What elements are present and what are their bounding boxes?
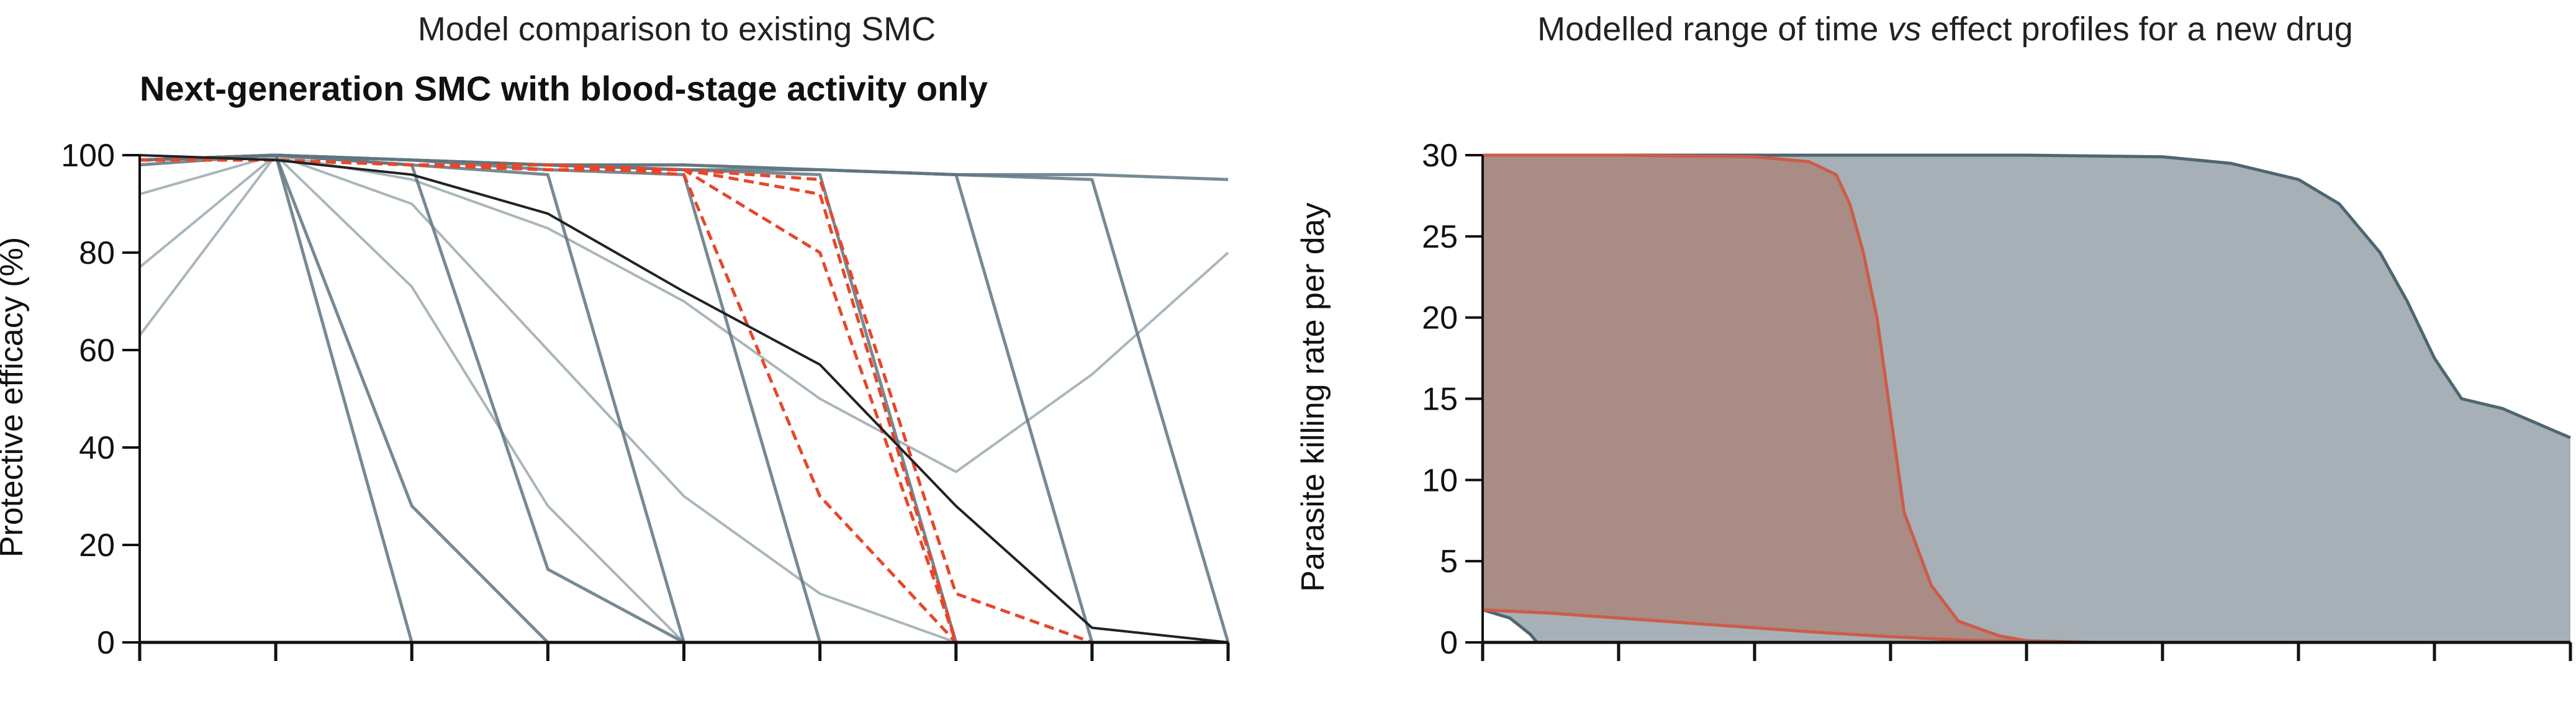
- line-next-gen-grey-steep-b: [139, 153, 1228, 644]
- red-band-area: [1483, 155, 2095, 642]
- left-panel-title: Model comparison to existing SMC: [418, 11, 936, 48]
- right-y-tick-label: 20: [1422, 300, 1458, 336]
- line-next-gen-grey-light-high: [139, 154, 1229, 474]
- line-next-gen-grey-top: [139, 153, 1229, 181]
- left-y-tick-label: 80: [79, 235, 115, 271]
- left-y-tick-label: 60: [79, 333, 115, 369]
- right-series-areas: [1482, 153, 2571, 644]
- line-grey-upper-bound: [1483, 153, 2571, 439]
- left-y-tick-label: 100: [61, 138, 115, 174]
- left-series-lines: [138, 153, 1230, 644]
- left-y-axis-label: Protective efficacy (%): [0, 237, 30, 557]
- line-red-lower-bound: [1482, 608, 2095, 644]
- right-panel-title: Modelled range of time vs effect profile…: [1537, 11, 2353, 48]
- line-existing-smc: [139, 154, 1229, 644]
- line-next-gen-red-b: [140, 158, 1228, 644]
- line-next-gen-red-c: [140, 158, 1228, 644]
- right-y-tick-label: 0: [1440, 625, 1458, 661]
- line-next-gen-red-a: [140, 158, 1228, 644]
- left-y-ticks: 0 20 40 60 80 100: [61, 138, 140, 661]
- left-panel-subtitle: Next-generation SMC with blood-stage act…: [140, 69, 988, 108]
- right-x-ticks: [1481, 642, 2572, 661]
- line-red-upper-bound: [1483, 153, 2095, 644]
- right-y-tick-label: 15: [1422, 382, 1458, 418]
- right-y-ticks: 0 5 10 15 20 25 30: [1422, 138, 1483, 661]
- left-x-ticks: [138, 642, 1230, 661]
- line-next-gen-red-d: [140, 158, 1228, 644]
- right-y-tick-label: 10: [1422, 462, 1458, 498]
- left-y-tick-label: 40: [79, 430, 115, 466]
- left-y-tick-label: 0: [97, 625, 115, 661]
- right-y-tick-label: 5: [1440, 544, 1458, 580]
- left-y-tick-label: 20: [79, 528, 115, 564]
- right-panel: Modelled range of time vs effect profile…: [1295, 11, 2572, 661]
- right-y-tick-label: 30: [1422, 138, 1458, 174]
- right-y-tick-label: 25: [1422, 219, 1458, 255]
- left-panel: Model comparison to existing SMC Next-ge…: [0, 11, 1230, 661]
- right-y-axis-label: Parasite killing rate per day: [1295, 202, 1331, 591]
